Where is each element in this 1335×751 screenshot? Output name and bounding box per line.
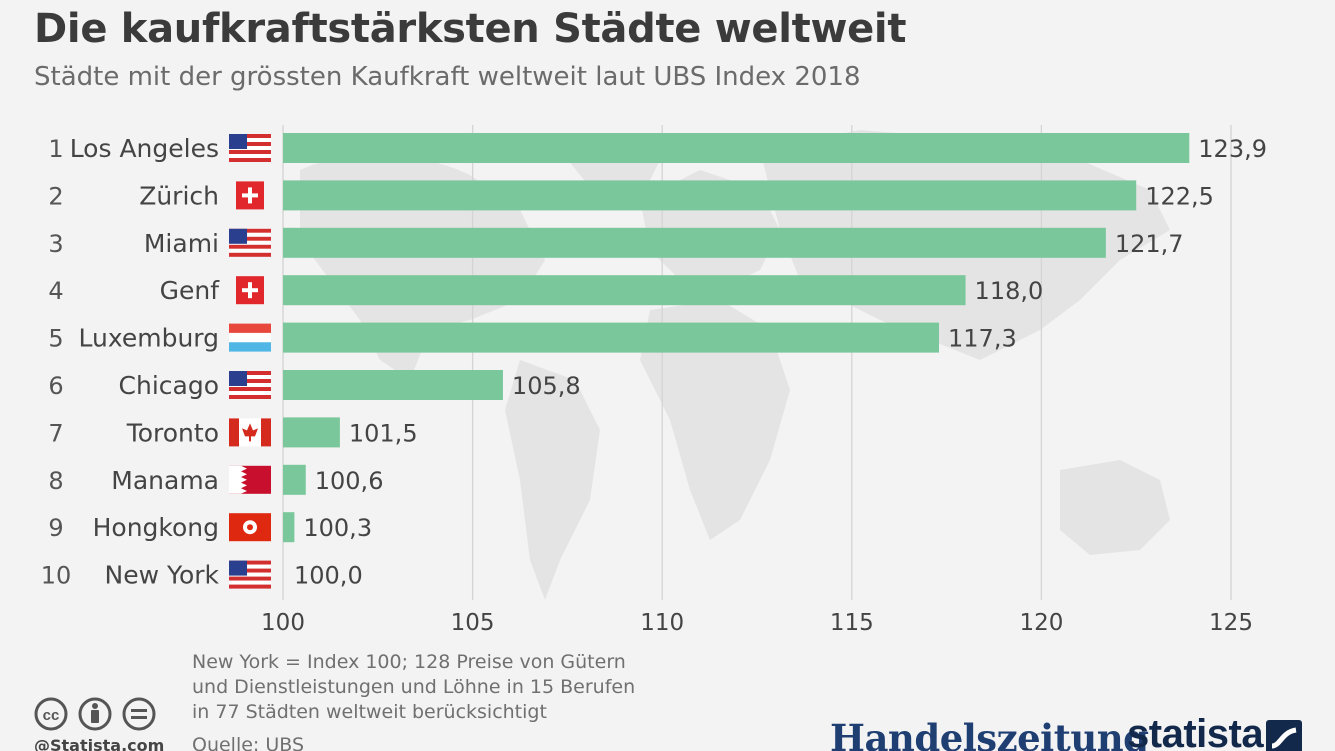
chart-source: Quelle: UBS (192, 734, 305, 751)
rank-label: 2 (48, 182, 63, 210)
bar-value-label: 117,3 (948, 325, 1017, 353)
statista-logo: statista (1127, 712, 1264, 751)
bar-value-label: 123,9 (1198, 135, 1267, 163)
bar (283, 417, 340, 448)
bar-value-label: 101,5 (349, 419, 418, 447)
note-line: New York = Index 100; 128 Preise von Güt… (192, 651, 626, 673)
x-tick-label: 115 (830, 610, 874, 636)
bar (283, 512, 295, 543)
rank-label: 1 (48, 135, 63, 163)
category-label: Chicago (119, 371, 219, 400)
note-line: und Dienstleistungen und Löhne in 15 Ber… (192, 676, 636, 698)
x-tick-label: 110 (640, 610, 684, 636)
page-title: Die kaufkraftstärksten Städte weltweit (34, 6, 907, 52)
bar (283, 370, 503, 400)
category-label: Miami (144, 229, 219, 258)
flag-lu-icon (229, 323, 271, 352)
rank-label: 7 (48, 419, 63, 447)
bar-value-label: 121,7 (1115, 230, 1184, 258)
category-label: Los Angeles (70, 134, 219, 163)
bar-value-label: 118,0 (975, 277, 1044, 305)
flag-us-icon (229, 228, 271, 257)
bar (283, 180, 1137, 211)
chart-bars: 123,9 122,5 121,7 118,0 117,3 105,8 101,5 100,6… (283, 133, 1267, 590)
category-label: Zürich (139, 181, 219, 210)
category-label: Genf (160, 276, 221, 305)
bar (283, 133, 1190, 163)
statista-handle: @Statista.com (34, 736, 165, 751)
category-label: Manama (111, 466, 219, 495)
rank-label: 8 (48, 467, 63, 495)
rank-label: 3 (48, 230, 63, 258)
bar (283, 227, 1106, 258)
bar (283, 275, 966, 306)
svg-text:cc: cc (43, 707, 60, 724)
x-tick-label: 105 (451, 610, 495, 636)
bar-value-label: 100,3 (303, 514, 372, 542)
rank-label: 6 (48, 372, 63, 400)
page-subtitle: Städte mit der grössten Kaufkraft weltwe… (34, 62, 861, 92)
category-label: Luxemburg (78, 324, 219, 353)
bar-value-label: 105,8 (512, 372, 581, 400)
x-tick-label: 125 (1209, 610, 1253, 636)
category-label: Hongkong (93, 513, 219, 542)
chart-note: New York = Index 100; 128 Preise von Güt… (192, 650, 672, 725)
bar-value-label: 100,6 (315, 467, 384, 495)
bar-value-label: 100,0 (294, 562, 363, 590)
category-label: New York (105, 561, 220, 590)
flag-bh-icon (229, 465, 271, 494)
rank-label: 4 (48, 277, 63, 305)
bar-value-label: 122,5 (1145, 182, 1214, 210)
bar (283, 322, 940, 353)
note-line: in 77 Städten weltweit berücksichtigt (192, 701, 547, 723)
flag-hk-icon (229, 513, 271, 542)
bar (283, 464, 306, 495)
flag-ch-icon (236, 181, 264, 210)
rank-label: 5 (48, 325, 63, 353)
flag-us-icon (229, 134, 271, 162)
license-icons[interactable]: cc (34, 696, 164, 736)
rank-label: 9 (48, 514, 63, 542)
x-tick-label: 100 (261, 610, 305, 636)
no-derivatives-icon[interactable] (122, 697, 156, 731)
chart-x-axis: 100 105 110 115 120 125 (261, 610, 1253, 636)
rank-label: 10 (41, 562, 72, 590)
cc-icon[interactable]: cc (34, 697, 68, 731)
flag-us-icon (229, 371, 271, 399)
category-label: Toronto (126, 418, 219, 447)
flag-us-icon (229, 560, 271, 589)
flag-ch-icon (236, 276, 264, 305)
statista-logo-icon (1266, 720, 1302, 751)
flag-ca-icon (229, 418, 271, 447)
attribution-icon[interactable] (78, 697, 112, 731)
x-tick-label: 120 (1019, 610, 1063, 636)
handelszeitung-logo: Handelszeitung (830, 716, 1149, 751)
